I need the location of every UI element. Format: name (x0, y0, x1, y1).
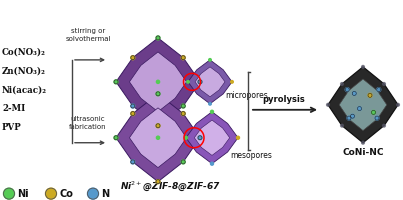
Polygon shape (116, 38, 200, 126)
Circle shape (156, 180, 160, 184)
Circle shape (156, 80, 160, 83)
Circle shape (372, 110, 376, 114)
Circle shape (397, 103, 399, 106)
Circle shape (131, 112, 135, 116)
Circle shape (209, 59, 211, 61)
Circle shape (131, 56, 135, 60)
Circle shape (351, 114, 355, 118)
Circle shape (4, 188, 15, 199)
Text: pyrolysis: pyrolysis (263, 95, 305, 104)
Text: 2-MI: 2-MI (2, 104, 25, 113)
Circle shape (341, 124, 343, 127)
Polygon shape (186, 112, 238, 164)
Circle shape (156, 124, 160, 128)
Polygon shape (194, 120, 230, 155)
Circle shape (368, 93, 372, 97)
Circle shape (210, 110, 214, 113)
Polygon shape (188, 60, 232, 104)
Polygon shape (129, 108, 187, 168)
Polygon shape (339, 79, 387, 131)
Circle shape (156, 136, 160, 139)
Circle shape (375, 116, 379, 120)
Text: micropores: micropores (225, 91, 268, 100)
Circle shape (347, 116, 351, 120)
Circle shape (198, 80, 202, 84)
Polygon shape (328, 67, 398, 143)
Circle shape (181, 104, 185, 108)
Circle shape (87, 188, 98, 199)
Text: Zn(NO₃)₂: Zn(NO₃)₂ (2, 66, 46, 75)
Circle shape (210, 162, 214, 165)
Circle shape (326, 103, 329, 106)
Circle shape (198, 136, 202, 140)
Text: Co(NO₃)₂: Co(NO₃)₂ (2, 47, 46, 56)
Circle shape (377, 88, 381, 92)
Circle shape (382, 124, 385, 127)
Circle shape (156, 36, 160, 40)
Circle shape (185, 136, 187, 139)
Circle shape (345, 88, 349, 92)
Circle shape (341, 83, 343, 85)
Circle shape (156, 92, 160, 96)
Polygon shape (116, 94, 200, 182)
Circle shape (361, 65, 364, 68)
Text: mesopores: mesopores (230, 151, 272, 160)
Circle shape (209, 103, 211, 105)
Circle shape (46, 188, 56, 199)
Circle shape (181, 112, 185, 116)
Text: stirring or
solvothermal: stirring or solvothermal (65, 28, 111, 42)
Circle shape (114, 80, 118, 84)
Text: Ni$^{2+}$@ZIF-8@ZIF-67: Ni$^{2+}$@ZIF-8@ZIF-67 (120, 180, 220, 193)
Text: Ni(acac)₂: Ni(acac)₂ (2, 85, 47, 94)
Polygon shape (195, 67, 225, 97)
Circle shape (361, 141, 364, 144)
Text: ultrasonic
fabrication: ultrasonic fabrication (69, 116, 107, 130)
Circle shape (187, 81, 189, 83)
Text: CoNi-NC: CoNi-NC (342, 148, 384, 157)
Text: Ni: Ni (17, 189, 29, 199)
Circle shape (352, 91, 356, 95)
Circle shape (237, 136, 239, 139)
Circle shape (181, 56, 185, 60)
Circle shape (231, 81, 233, 83)
Circle shape (382, 83, 385, 85)
Polygon shape (129, 52, 187, 112)
Circle shape (131, 104, 135, 108)
Circle shape (181, 160, 185, 164)
Circle shape (357, 107, 361, 111)
Text: PVP: PVP (2, 123, 22, 132)
Text: Co: Co (59, 189, 73, 199)
Circle shape (114, 136, 118, 140)
Circle shape (131, 160, 135, 164)
Text: N: N (101, 189, 109, 199)
